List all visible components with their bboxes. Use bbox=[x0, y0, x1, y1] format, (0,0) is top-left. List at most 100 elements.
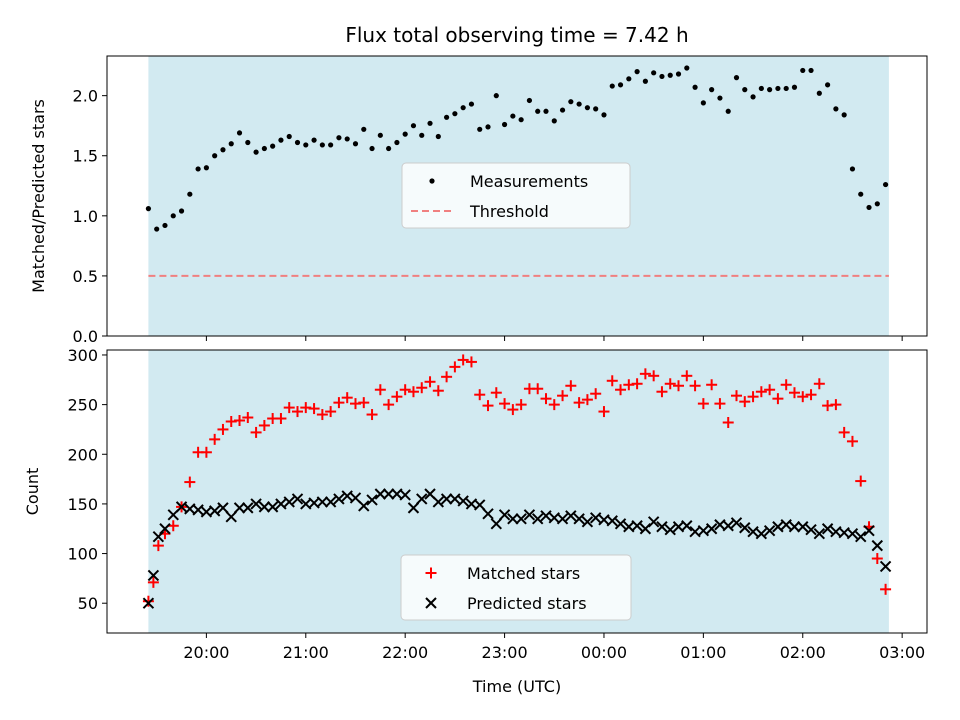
matched-star-point bbox=[358, 397, 370, 409]
predicted-star-point bbox=[589, 512, 602, 524]
measurement-point bbox=[816, 90, 822, 96]
measurement-point bbox=[825, 82, 831, 88]
matched-star-point bbox=[416, 382, 428, 394]
measurement-point bbox=[866, 204, 872, 211]
matched-star-point bbox=[656, 386, 668, 398]
measurement-point bbox=[361, 126, 367, 132]
predicted-star-point bbox=[747, 526, 759, 538]
matched-star-point bbox=[258, 419, 270, 431]
matched-star-point bbox=[689, 380, 701, 392]
matched-star-point bbox=[366, 409, 378, 421]
measurement-point bbox=[319, 142, 325, 148]
ratio-y-tick-label: 0.0 bbox=[73, 327, 98, 346]
matched-star-point bbox=[325, 406, 337, 418]
predicted-star-point bbox=[540, 510, 552, 522]
matched-star-point bbox=[507, 404, 519, 416]
time-x-tick-label: 23:00 bbox=[482, 643, 528, 662]
measurement-point bbox=[195, 166, 201, 172]
ratio-legend-box bbox=[401, 162, 631, 229]
measurement-point bbox=[518, 117, 524, 123]
measurement-point bbox=[427, 120, 433, 126]
ratio-y-tick-label: 1.0 bbox=[73, 207, 98, 226]
measurement-point bbox=[791, 84, 798, 90]
matched-star-point bbox=[374, 384, 386, 396]
matched-star-point bbox=[147, 576, 159, 588]
measurement-point bbox=[344, 136, 350, 142]
ratio-legend: Measurements Threshold bbox=[401, 162, 631, 229]
predicted-star-point bbox=[175, 501, 188, 513]
measurement-point bbox=[626, 76, 632, 82]
predicted-star-point bbox=[258, 501, 271, 513]
time-x-tick-label: 21:00 bbox=[283, 643, 329, 662]
predicted-star-point bbox=[730, 517, 743, 529]
predicted-star-point bbox=[697, 525, 710, 537]
predicted-star-point bbox=[159, 523, 171, 535]
count-panel-frame bbox=[106, 349, 928, 634]
predicted-star-point bbox=[573, 513, 585, 525]
predicted-star-point bbox=[813, 527, 826, 540]
matched-star-point bbox=[797, 391, 809, 403]
time-x-tick-label: 00:00 bbox=[581, 643, 627, 662]
matched-star-point bbox=[250, 426, 262, 438]
measurement-point bbox=[576, 101, 582, 107]
matched-star-point bbox=[242, 412, 254, 424]
measurement-point bbox=[261, 145, 267, 152]
predicted-star-point bbox=[341, 490, 353, 502]
predicted-star-point bbox=[358, 500, 370, 512]
measurement-point bbox=[386, 145, 392, 152]
measurement-point bbox=[212, 153, 218, 159]
predicted-star-point bbox=[382, 488, 395, 500]
matched-star-point bbox=[308, 403, 320, 415]
measurement-point bbox=[245, 139, 251, 146]
matched-star-point bbox=[714, 398, 726, 410]
predicted-star-point bbox=[474, 499, 486, 511]
predicted-star-point bbox=[242, 502, 254, 514]
matched-star-point bbox=[590, 388, 602, 400]
measurement-point bbox=[253, 149, 259, 155]
matched-star-point bbox=[217, 423, 229, 435]
measurement-point bbox=[775, 85, 781, 92]
predicted-star-point bbox=[407, 502, 420, 514]
measurement-point bbox=[501, 121, 508, 128]
predicted-star-point bbox=[531, 513, 544, 525]
measurement-point bbox=[328, 142, 334, 148]
predicted-star-point bbox=[374, 488, 387, 500]
measurement-point bbox=[419, 132, 425, 138]
measurement-point bbox=[187, 191, 193, 197]
matched-star-point bbox=[838, 426, 850, 438]
legend-x-glyph bbox=[425, 597, 437, 609]
matched-star-point bbox=[275, 413, 287, 425]
measurement-point bbox=[634, 69, 640, 75]
predicted-star-point bbox=[250, 498, 262, 510]
matched-star-point bbox=[548, 399, 560, 411]
measurement-point bbox=[767, 87, 773, 93]
measurement-point bbox=[162, 222, 168, 229]
predicted-star-point bbox=[631, 520, 643, 532]
predicted-star-point bbox=[788, 521, 801, 533]
matched-star-point bbox=[788, 387, 800, 399]
matched-star-point bbox=[532, 383, 544, 395]
measurement-point bbox=[468, 101, 475, 107]
count-y-tick-label: 150 bbox=[67, 495, 98, 514]
predicted-star-point bbox=[614, 518, 627, 530]
measurement-point bbox=[551, 118, 557, 124]
matched-star-point bbox=[152, 540, 164, 552]
matched-star-point bbox=[615, 384, 627, 396]
measurement-points bbox=[145, 65, 889, 232]
predicted-star-point bbox=[606, 515, 618, 527]
predicted-star-point bbox=[233, 502, 246, 514]
legend-measurement-marker bbox=[429, 178, 435, 184]
measurement-point bbox=[584, 105, 591, 111]
measurement-point bbox=[742, 87, 748, 93]
predicted-star-point bbox=[399, 489, 411, 501]
measurement-point bbox=[286, 133, 292, 140]
time-x-ticks: 20:00 21:00 22:00 23:00 00:00 01:00 02:00 03:00 bbox=[183, 633, 925, 662]
matched-star-point bbox=[283, 402, 295, 414]
predicted-star-point bbox=[432, 496, 445, 508]
matched-star-point bbox=[515, 399, 527, 411]
measurement-point bbox=[841, 112, 847, 118]
matched-star-point bbox=[424, 376, 436, 388]
matched-star-point bbox=[830, 399, 842, 411]
measurement-point bbox=[617, 82, 624, 88]
matched-star-point bbox=[846, 435, 858, 447]
